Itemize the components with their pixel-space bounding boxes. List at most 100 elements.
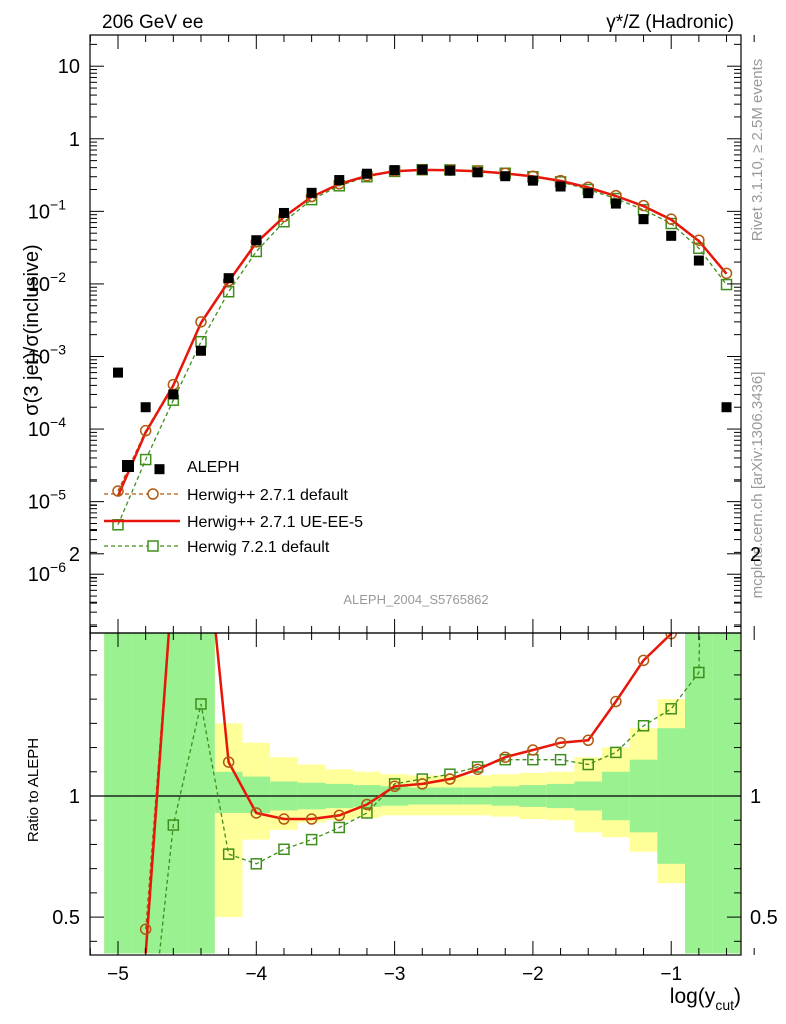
x-tick-label: −5: [107, 964, 129, 985]
data-point-aleph: [251, 235, 262, 246]
ratio-marker-herwig271: [278, 813, 290, 825]
ratio-marker-herwig271: [444, 773, 456, 785]
data-point-aleph: [417, 164, 428, 175]
ratio-line-herwig721: [158, 633, 701, 954]
ratio-marker-herwig721: [361, 807, 373, 819]
ratio-marker-herwig271: [610, 695, 622, 708]
ratio-marker-herwig721: [278, 843, 290, 856]
legend-label-herwig721: Herwig 7.2.1 default: [187, 539, 330, 556]
ratio-marker-herwig271: [305, 813, 318, 825]
marker-herwig271: [195, 316, 207, 328]
data-point-aleph: [168, 389, 179, 400]
legend: ALEPH Herwig++ 2.7.1 default Herwig++ 2.7.…: [104, 459, 363, 556]
data-point-aleph: [666, 230, 677, 241]
data-point-aleph: [140, 402, 151, 413]
marker-herwig271: [112, 485, 124, 497]
ratio-marker-herwig271: [637, 654, 650, 667]
legend-label-ue-ee-5: Herwig++ 2.7.1 UE-EE-5: [187, 514, 363, 531]
marker-herwig271: [139, 424, 152, 437]
marker-herwig721: [222, 286, 235, 298]
ratio-curves: [90, 566, 741, 954]
data-point-aleph: [113, 367, 123, 378]
data-point-aleph: [638, 214, 649, 225]
ratio-marker-herwig271: [222, 756, 235, 768]
x-tick-label: −2: [522, 964, 544, 985]
data-point-aleph: [223, 273, 234, 284]
legend-label-aleph: ALEPH: [187, 459, 239, 476]
ratio-marker-herwig721: [333, 821, 346, 834]
ratio-marker-herwig271: [361, 798, 373, 811]
ratio-y-tick-label-right: 0.5: [750, 907, 778, 929]
legend-label-herwig271: Herwig++ 2.7.1 default: [187, 487, 349, 504]
band-inner-bin: [104, 633, 132, 954]
marker-herwig271: [720, 267, 733, 280]
legend-marker-herwig271: [147, 488, 159, 500]
data-point-aleph: [527, 175, 538, 186]
data-point-aleph: [610, 198, 621, 209]
ratio-marker-herwig721: [693, 666, 705, 679]
data-point-aleph: [444, 165, 455, 176]
data-point-aleph: [195, 345, 206, 356]
marker-herwig271: [637, 199, 650, 212]
ratio-marker-herwig721: [554, 753, 567, 766]
lower-frame: [89, 632, 742, 956]
ratio-marker-herwig721: [305, 833, 318, 846]
ratio-y-tick-label-right: 1: [750, 786, 761, 808]
ratio-y-tick-label-left: 0.5: [52, 907, 80, 929]
ratio-y-tick-label-left: 2: [69, 544, 80, 566]
ratio-marker-herwig271: [250, 807, 263, 819]
x-axis-label: log(ycut): [670, 985, 741, 1013]
band-inner-bin: [712, 633, 741, 954]
ratio-marker-herwig271: [694, 571, 704, 581]
data-point-aleph: [389, 165, 400, 176]
band-inner-bin: [685, 633, 713, 954]
data-point-aleph: [500, 171, 511, 182]
ratio-marker-herwig721: [665, 703, 677, 715]
marker-herwig721: [139, 453, 152, 466]
data-point-aleph: [278, 207, 289, 218]
y-tick-label: 1: [69, 129, 80, 151]
band-inner-bin: [159, 633, 188, 954]
upper-series-group: [112, 163, 733, 531]
header-left: 206 GeV ee: [102, 12, 203, 33]
lower-y-axis-label: Ratio to ALEPH: [25, 738, 42, 842]
ratio-uncertainty-bands: [104, 633, 741, 954]
y-tick-label: 10: [58, 56, 80, 78]
y-tick-label: 10−6: [28, 559, 66, 586]
upper-y-axis-label: σ(3 jet)/σ(inclusive): [21, 244, 43, 415]
y-tick-label: 10−4: [28, 414, 66, 441]
ratio-marker-herwig271: [168, 566, 178, 576]
data-point-aleph: [721, 402, 732, 413]
data-point-aleph: [555, 181, 566, 192]
ratio-marker-herwig271: [139, 923, 152, 935]
band-inner-bin: [187, 633, 215, 954]
y-tick-label: 10−2: [28, 269, 66, 296]
ratio-marker-herwig721: [250, 858, 263, 870]
band-inner-bin: [131, 633, 160, 954]
data-point-aleph: [693, 255, 704, 266]
legend-marker-herwig721: [147, 540, 159, 552]
watermark: ALEPH_2004_S5765862: [343, 592, 488, 607]
marker-herwig721: [720, 278, 733, 291]
y-tick-label: 10−3: [28, 341, 66, 368]
ratio-marker-herwig271: [388, 780, 401, 793]
ratio-marker-herwig721: [637, 720, 650, 732]
ratio-marker-herwig721: [610, 746, 622, 759]
ratio-y-tick-label-left: 1: [69, 786, 80, 808]
x-tick-label: −3: [384, 964, 406, 985]
ratio-marker-herwig271: [554, 736, 567, 749]
x-tick-label: −1: [660, 964, 682, 985]
ratio-y-tick-label-right: 2: [750, 544, 761, 566]
y-tick-label: 10−1: [28, 196, 66, 223]
ratio-marker-herwig271: [333, 809, 346, 822]
legend-marker-aleph: [122, 460, 134, 472]
y-tick-label: 10−5: [28, 487, 66, 514]
mcplots-note: mcplots.cern.ch [arXiv:1306.3436]: [749, 372, 766, 599]
ratio-marker-herwig271: [471, 763, 484, 776]
marker-herwig271: [665, 213, 677, 225]
data-point-aleph: [361, 168, 372, 179]
data-point-aleph: [334, 175, 345, 186]
data-point-aleph: [306, 187, 317, 198]
ratio-marker-herwig721: [582, 758, 594, 771]
